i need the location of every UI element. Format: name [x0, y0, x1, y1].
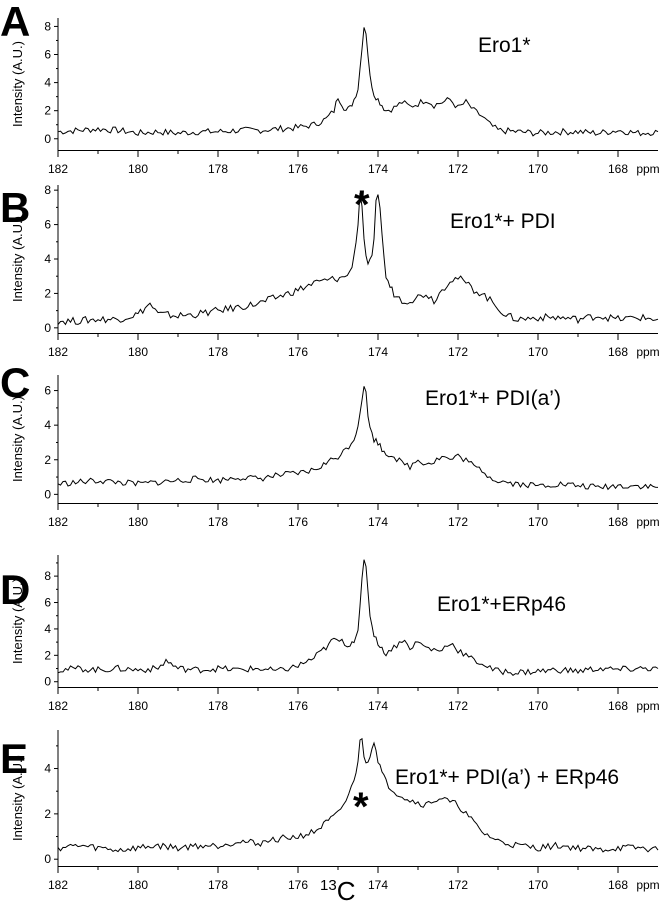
panel-a: A Ero1* 0 2 4 6 8 182 180 178 176 174 172 170 168 ppm In…	[0, 0, 660, 176]
x-tick-label: 182	[48, 878, 68, 892]
peak-marker: *	[354, 183, 370, 227]
y-tick-label: 4	[44, 762, 51, 776]
y-tick-label: 8	[44, 569, 51, 583]
y-tick-label: 2	[44, 807, 51, 821]
y-tick-label: 8	[44, 19, 51, 33]
x-tick-label: 182	[48, 699, 68, 713]
y-tick-label: 2	[44, 286, 51, 300]
panel-letter: C	[0, 359, 30, 406]
x-tick-label: 176	[288, 345, 308, 359]
x-tick-label: 182	[48, 345, 68, 359]
y-axis-label: Intensity (A.U.)	[10, 396, 25, 482]
y-axis-label: Intensity (A.U.)	[10, 755, 25, 841]
x-tick-label: 170	[528, 162, 548, 176]
x-tick-label: 176	[288, 878, 308, 892]
x-tick-label: 174	[368, 878, 388, 892]
x-tick-label: 178	[208, 878, 228, 892]
x-tick-label: 168	[608, 699, 628, 713]
y-tick-label: 2	[44, 648, 51, 662]
x-unit-label: ppm	[636, 699, 659, 713]
y-tick-label: 8	[44, 183, 51, 197]
x-tick-label: 178	[208, 162, 228, 176]
x-tick-label: 178	[208, 699, 228, 713]
x-unit-label: ppm	[636, 345, 659, 359]
x-unit-label: ppm	[636, 878, 659, 892]
x-tick-label: 180	[128, 162, 148, 176]
spectrum-trace	[57, 737, 659, 853]
panel-letter: B	[0, 184, 30, 231]
x-tick-label: 176	[288, 515, 308, 529]
x-tick-label: 168	[608, 878, 628, 892]
x-tick-label: 172	[448, 699, 468, 713]
x-tick-label: 168	[608, 515, 628, 529]
panel-d: D Ero1*+ERp46 0 2 4 6 8 182 180 178 176 174 172 170 16…	[0, 555, 660, 713]
y-tick-label: 6	[44, 596, 51, 610]
x-axis-title-superscript: 13	[320, 877, 337, 894]
x-tick-label: 176	[288, 699, 308, 713]
x-unit-label: ppm	[636, 162, 659, 176]
x-tick-label: 174	[368, 515, 388, 529]
y-tick-label: 0	[44, 321, 51, 335]
spectrum-trace	[57, 386, 659, 491]
y-tick-label: 0	[44, 487, 51, 501]
peak-marker: *	[353, 785, 369, 829]
x-tick-label: 170	[528, 878, 548, 892]
x-tick-label: 174	[368, 699, 388, 713]
x-tick-label: 176	[288, 162, 308, 176]
x-tick-label: 180	[128, 345, 148, 359]
y-tick-label: 0	[44, 132, 51, 146]
x-tick-label: 170	[528, 699, 548, 713]
x-unit-label: ppm	[636, 515, 659, 529]
x-tick-label: 168	[608, 345, 628, 359]
panel-title: Ero1*+ PDI	[450, 210, 556, 233]
y-tick-label: 4	[44, 622, 51, 636]
panels: A Ero1* 0 2 4 6 8 182 180 178 176 174 172 170 168 ppm In…	[0, 0, 660, 892]
y-tick-label: 0	[44, 675, 51, 689]
x-tick-label: 172	[448, 515, 468, 529]
y-axis-label: Intensity (A.U.)	[10, 578, 25, 664]
y-tick-label: 6	[44, 218, 51, 232]
x-tick-label: 180	[128, 515, 148, 529]
x-tick-label: 174	[368, 162, 388, 176]
spectrum-trace	[57, 559, 659, 676]
panel-title: Ero1*+ERp46	[437, 593, 566, 616]
panel-letter: D	[0, 566, 30, 613]
panel-e: E Ero1*+ PDI(a’) + ERp46 0 2 4 182 180 178 176 17…	[0, 730, 660, 892]
x-tick-label: 178	[208, 345, 228, 359]
x-tick-label: 182	[48, 162, 68, 176]
panel-b: B Ero1*+ PDI 0 2 4 6 8 182 180 178 176 174 172 170 168…	[0, 183, 660, 359]
y-tick-label: 2	[44, 104, 51, 118]
y-tick-label: 2	[44, 453, 51, 467]
y-axis-label: Intensity (A.U.)	[10, 216, 25, 302]
x-tick-label: 172	[448, 162, 468, 176]
y-tick-label: 4	[44, 418, 51, 432]
y-axis-label: Intensity (A.U.)	[10, 41, 25, 127]
x-tick-label: 172	[448, 345, 468, 359]
x-tick-label: 172	[448, 878, 468, 892]
y-tick-label: 4	[44, 252, 51, 266]
x-tick-label: 174	[368, 345, 388, 359]
panel-letter: E	[0, 735, 28, 782]
x-tick-label: 180	[128, 699, 148, 713]
x-axis-title-main: C	[336, 876, 356, 906]
spectrum-trace	[57, 192, 659, 326]
panel-letter: A	[0, 0, 30, 45]
x-axis-title: 13C	[320, 876, 355, 907]
x-tick-label: 170	[528, 515, 548, 529]
x-tick-label: 168	[608, 162, 628, 176]
panel-title: Ero1*+ PDI(a’) + ERp46	[395, 766, 619, 789]
panel-title: Ero1*	[478, 34, 531, 57]
panel-c: C Ero1*+ PDI(a’) 0 2 4 6 182 180 178 176 174 172 170…	[0, 359, 660, 529]
x-tick-label: 170	[528, 345, 548, 359]
y-tick-label: 6	[44, 48, 51, 62]
y-tick-label: 6	[44, 384, 51, 398]
x-tick-label: 180	[128, 878, 148, 892]
spectrum-trace	[57, 27, 659, 137]
x-tick-label: 182	[48, 515, 68, 529]
y-tick-label: 4	[44, 76, 51, 90]
y-tick-label: 0	[44, 852, 51, 866]
x-tick-label: 178	[208, 515, 228, 529]
panel-title: Ero1*+ PDI(a’)	[425, 387, 561, 410]
